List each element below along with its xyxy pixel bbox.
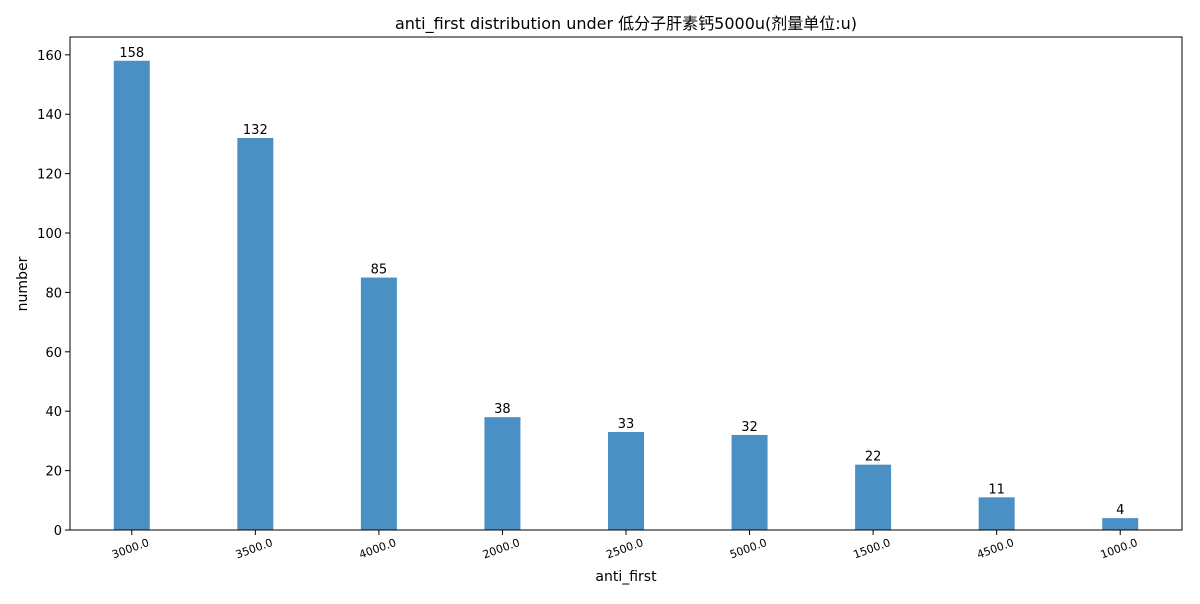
x-tick-label: 1000.0 [1099, 536, 1140, 561]
plot-frame [69, 36, 1183, 531]
y-axis-label: number [15, 256, 31, 311]
bar-value-label: 158 [119, 46, 144, 61]
y-tick-label: 20 [45, 465, 62, 480]
y-tick-label: 120 [37, 168, 62, 183]
x-tick-label: 2500.0 [604, 536, 645, 561]
plot-area: 0 20 40 60 80 100 120 140 160 158 3000.0 132 3500.0 8… [37, 36, 1183, 561]
x-tick-label: 3000.0 [110, 536, 151, 561]
bar [237, 137, 274, 531]
bar [608, 431, 644, 530]
bar [855, 464, 892, 530]
x-tick-label: 2000.0 [481, 536, 522, 561]
bar-value-label: 4 [1116, 503, 1124, 518]
x-tick-label: 5000.0 [728, 536, 769, 561]
bar [360, 277, 397, 530]
y-tick-label: 80 [45, 286, 62, 301]
bar-value-label: 33 [618, 417, 635, 432]
y-tick-label: 100 [37, 227, 62, 242]
x-tick-label: 4000.0 [357, 536, 398, 561]
y-tick-label: 40 [45, 405, 62, 420]
chart-title: anti_first distribution under 低分子肝素钙5000… [395, 14, 857, 34]
bar-value-label: 22 [865, 450, 882, 465]
y-tick-label: 140 [37, 108, 62, 123]
bar [484, 417, 521, 530]
x-axis-label: anti_first [595, 569, 657, 585]
bar [978, 497, 1015, 530]
x-tick-label: 3500.0 [234, 536, 275, 561]
bar-value-label: 132 [243, 123, 268, 138]
x-tick-label: 4500.0 [975, 536, 1016, 561]
y-tick-label: 160 [37, 49, 62, 64]
y-tick-label: 0 [54, 524, 62, 539]
bar-value-label: 85 [371, 263, 388, 278]
bar [113, 60, 150, 531]
bar [1102, 518, 1139, 530]
bar-value-label: 32 [741, 420, 758, 435]
x-tick-label: 1500.0 [852, 536, 893, 561]
bar-value-label: 11 [988, 482, 1005, 497]
bar-value-label: 38 [494, 402, 511, 417]
bar [731, 434, 768, 530]
y-tick-label: 60 [45, 346, 62, 361]
